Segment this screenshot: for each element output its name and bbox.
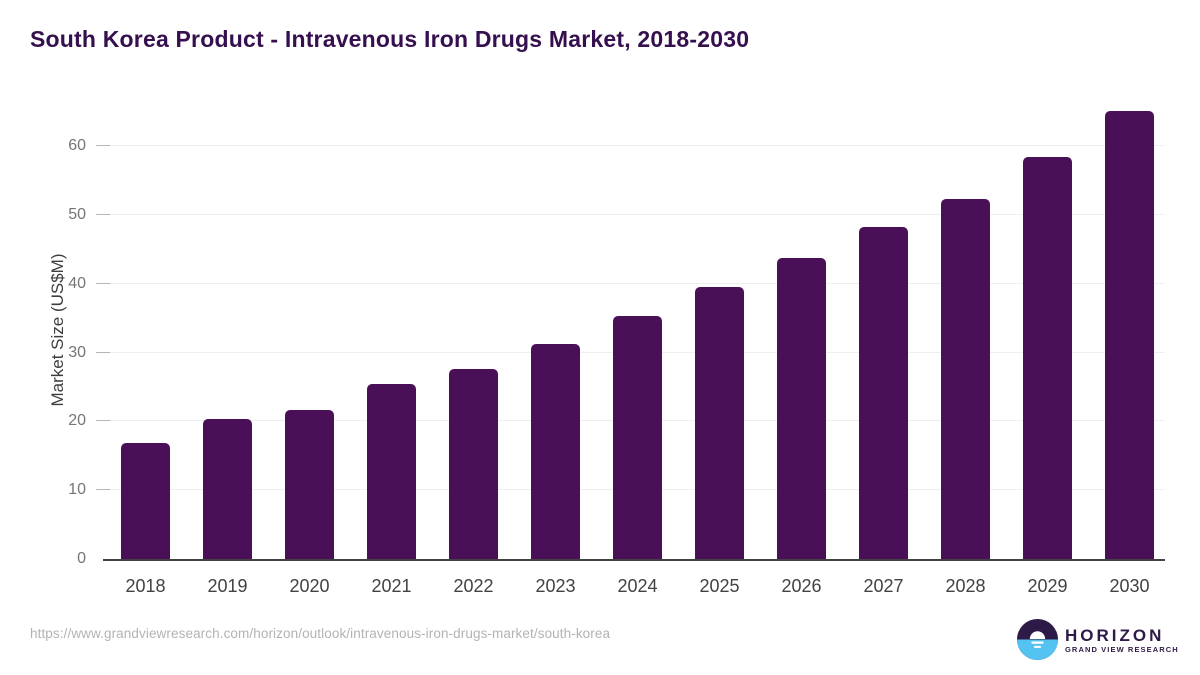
bar [613,315,662,559]
bar [285,409,334,559]
x-tick-label: 2021 [371,576,412,596]
y-tick-label: 40 [68,274,86,292]
bar [449,368,498,559]
bar [777,257,826,559]
bar [531,344,580,559]
x-tick-label: 2019 [207,576,248,596]
bar [367,383,416,559]
x-tick-label: 2029 [1027,576,1068,596]
horizon-sunset-icon [1017,619,1058,660]
bar [1105,110,1154,559]
x-tick-label: 2025 [699,576,740,596]
y-tick-label: 30 [68,343,86,361]
x-tick-label: 2022 [453,576,494,596]
y-tick [96,145,110,147]
logo-subtitle: GRAND VIEW RESEARCH [1065,644,1179,654]
bar [203,418,252,559]
y-tick [96,214,110,216]
source-url: https://www.grandviewresearch.com/horizo… [30,626,611,641]
gridline [103,282,1165,284]
gridline [103,214,1165,216]
y-tick [96,351,110,353]
bar [859,226,908,559]
x-tick-label: 2030 [1109,576,1150,596]
x-tick-label: 2024 [617,576,658,596]
bar [121,442,170,559]
y-axis-title: Market Size (US$M) [48,253,67,407]
y-tick-label: 10 [68,481,86,499]
y-tick [96,282,110,284]
x-tick-label: 2023 [535,576,576,596]
bar [695,287,744,559]
page-title: South Korea Product - Intravenous Iron D… [30,26,750,52]
y-tick-label: 60 [68,137,86,155]
logo-text: HORIZON GRAND VIEW RESEARCH [1065,626,1179,654]
gridline [103,145,1165,147]
y-tick [96,489,110,491]
x-tick-label: 2026 [781,576,822,596]
y-tick-label: 50 [68,206,86,224]
x-tick-label: 2020 [289,576,330,596]
x-tick-label: 2028 [945,576,986,596]
logo-name: HORIZON [1065,625,1165,645]
x-tick-label: 2027 [863,576,904,596]
y-tick-label: 0 [77,550,86,567]
plot-area: 0 10 20 30 40 50 60 2018 2019 2020 2021 2022 2023 202… [68,100,1165,596]
x-axis-line [103,559,1165,561]
y-tick-label: 20 [68,412,86,430]
x-tick-label: 2018 [125,576,166,596]
bar [941,198,990,559]
horizon-logo: HORIZON GRAND VIEW RESEARCH [1017,619,1179,660]
y-tick [96,420,110,422]
bar [1023,156,1072,559]
